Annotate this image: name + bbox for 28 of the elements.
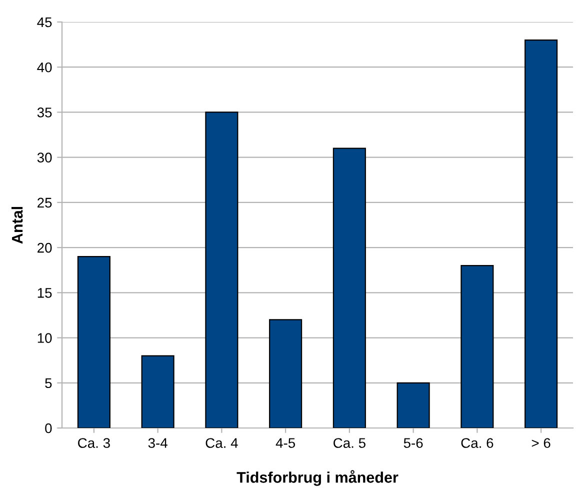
y-tick-label: 45 <box>37 17 52 28</box>
x-tick-label: 3-4 <box>148 438 168 448</box>
bar <box>524 39 558 428</box>
bar <box>460 265 494 428</box>
x-tick-label: Ca. 4 <box>206 438 238 448</box>
x-axis-title: Tidsforbrug i måneder <box>236 470 398 486</box>
x-tick-label: Ca. 6 <box>461 438 494 448</box>
y-tick-label: 30 <box>37 152 52 163</box>
y-tick-label: 40 <box>37 62 52 72</box>
y-axis-title: Antal <box>11 206 23 244</box>
bar <box>332 148 366 428</box>
y-tick-label: 35 <box>37 108 52 118</box>
y-tick-label: 15 <box>38 288 52 298</box>
x-tick-label: Ca. 5 <box>334 438 366 448</box>
bar <box>77 256 110 428</box>
x-tick-label: > 6 <box>532 438 550 448</box>
bar <box>396 382 430 428</box>
y-tick-label: 5 <box>45 378 52 388</box>
x-tick-label: 5-6 <box>404 438 423 448</box>
y-tick-label: 20 <box>38 242 52 253</box>
bar <box>205 112 238 428</box>
bar <box>141 355 174 428</box>
y-tick-label: 0 <box>45 423 52 434</box>
y-tick-label: 25 <box>38 198 52 208</box>
y-tick-label: 10 <box>38 333 52 343</box>
x-tick-label: 4-5 <box>276 438 296 448</box>
x-tick-label: Ca. 3 <box>78 438 110 448</box>
bar <box>269 319 302 428</box>
